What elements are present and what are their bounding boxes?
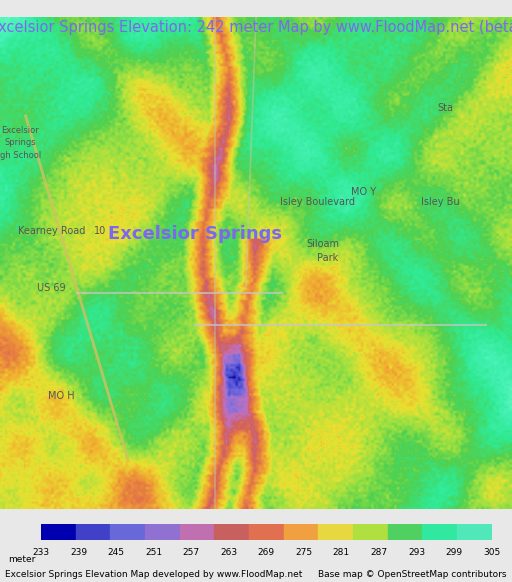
Text: MO Y: MO Y [351,187,376,197]
Text: Siloam: Siloam [306,239,339,249]
Bar [180,524,214,540]
Text: 275: 275 [295,548,312,556]
Bar [457,524,492,540]
Text: US 69: US 69 [37,283,66,293]
Bar [76,524,110,540]
Text: gh School: gh School [0,151,41,159]
Bar [214,524,249,540]
Text: Excelsior Springs Elevation: 242 meter Map by www.FloodMap.net (beta): Excelsior Springs Elevation: 242 meter M… [0,20,512,36]
Bar [41,524,76,540]
Bar [422,524,457,540]
Text: 299: 299 [445,548,462,556]
Bar [353,524,388,540]
Text: Isley Boulevard: Isley Boulevard [280,197,355,207]
Text: Excelsior Springs Elevation Map developed by www.FloodMap.net: Excelsior Springs Elevation Map develope… [5,570,303,579]
Text: Park: Park [317,253,338,264]
Text: Isley Bu: Isley Bu [421,197,460,207]
Text: 281: 281 [333,548,350,556]
Bar [110,524,145,540]
Text: 263: 263 [220,548,237,556]
Text: 257: 257 [183,548,200,556]
Text: 233: 233 [32,548,50,556]
Text: MO H: MO H [48,391,75,401]
Bar [284,524,318,540]
Text: 269: 269 [258,548,275,556]
Text: Kearney Road: Kearney Road [17,226,85,236]
Text: Excelsior: Excelsior [2,126,39,135]
Text: Base map © OpenStreetMap contributors: Base map © OpenStreetMap contributors [318,570,507,579]
Text: 305: 305 [483,548,500,556]
Text: 251: 251 [145,548,162,556]
Text: 287: 287 [370,548,388,556]
Text: 293: 293 [408,548,425,556]
Bar [249,524,284,540]
Text: 239: 239 [70,548,87,556]
Bar [318,524,353,540]
Text: meter: meter [9,555,36,565]
Text: Sta: Sta [437,104,454,113]
Text: 10: 10 [94,226,106,236]
Text: Excelsior Springs: Excelsior Springs [108,225,282,243]
Bar [145,524,180,540]
Bar [388,524,422,540]
Text: 245: 245 [108,548,124,556]
Text: Springs: Springs [5,139,36,147]
